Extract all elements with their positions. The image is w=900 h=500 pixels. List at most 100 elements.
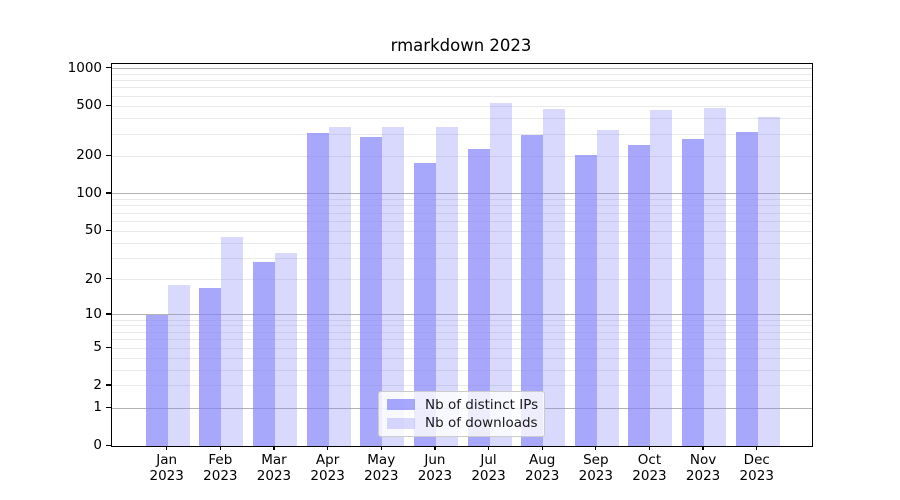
bar-downloads-feb [221,236,244,446]
plot-area [111,63,813,447]
x-tick-mark-jul [487,446,490,450]
legend: Nb of distinct IPs Nb of downloads [378,391,545,437]
legend-item-distinct-ips: Nb of distinct IPs [387,396,539,413]
x-tick-mark-oct [648,446,651,450]
x-tick-mark-dec [756,446,758,450]
y-gridline-minor-500 [112,105,812,107]
x-tick-mark-sep [595,446,597,450]
y-gridline-minor-3 [112,369,812,371]
y-tick-label-10: 10 [84,305,102,322]
chart-title: rmarkdown 2023 [390,36,532,55]
y-tick-label-5: 5 [93,339,102,356]
y-gridline-minor-6 [112,339,812,341]
bar-downloads-oct [650,109,673,446]
bar-downloads-jul [489,102,512,446]
bar-downloads-aug [543,108,566,446]
y-gridline-minor-8 [112,325,812,327]
x-tick-label-jun: Jun 2023 [417,452,453,484]
x-tick-label-jul: Jul 2023 [471,452,506,484]
y-tick-label-100: 100 [76,184,102,201]
bar-downloads-mar [274,253,297,446]
y-gridline-minor-5 [112,347,812,349]
y-gridline-minor-80 [112,205,812,207]
x-tick-label-sep: Sep 2023 [578,452,613,484]
bar-distinct-ips-nov [682,138,705,446]
legend-swatch-distinct-ips [387,399,415,411]
y-gridline-minor-50 [112,230,812,232]
y-gridline-major-10 [112,314,812,316]
y-tick-mark-1000 [106,67,111,69]
bar-distinct-ips-may [360,136,383,446]
legend-swatch-downloads [387,417,415,429]
y-tick-mark-0 [106,444,111,446]
x-tick-mark-may [380,446,382,450]
y-gridline-minor-70 [112,212,812,214]
y-tick-label-20: 20 [84,270,102,287]
y-tick-label-1000: 1000 [67,59,102,76]
y-tick-label-0: 0 [93,437,102,453]
bar-downloads-jun [435,127,458,446]
x-tick-label-jan: Jan 2023 [149,452,184,484]
legend-label-downloads: Nb of downloads [425,415,538,432]
y-gridline-minor-20 [112,279,812,281]
bar-downloads-apr [328,127,351,446]
x-tick-mark-feb [219,446,221,450]
x-tick-mark-apr [326,446,329,450]
y-tick-mark-200 [106,154,111,157]
y-gridline-major-1000 [112,68,812,69]
y-gridline-minor-2 [112,385,812,387]
bar-downloads-may [382,126,405,446]
bar-distinct-ips-jul [467,149,490,446]
x-tick-mark-nov [702,446,704,450]
bar-downloads-sep [596,129,619,446]
y-tick-label-2: 2 [93,376,102,393]
bar-downloads-nov [704,107,727,446]
y-gridline-minor-40 [112,242,812,244]
y-tick-mark-2 [106,384,111,386]
y-gridline-minor-300 [112,133,812,135]
x-tick-label-apr: Apr 2023 [310,452,345,484]
y-gridline-minor-90 [112,199,812,201]
y-gridline-minor-600 [112,95,812,97]
x-tick-label-may: May 2023 [364,452,399,484]
x-tick-label-oct: Oct 2023 [632,452,667,484]
bar-downloads-jan [167,285,190,446]
y-gridline-minor-7 [112,331,812,333]
y-gridline-minor-9 [112,319,812,321]
y-tick-mark-20 [106,278,111,280]
y-gridline-minor-700 [112,87,812,89]
bar-distinct-ips-oct [628,144,651,446]
bar-distinct-ips-mar [252,262,275,446]
y-tick-mark-1 [106,406,111,408]
bar-distinct-ips-jan [145,314,168,446]
x-tick-mark-jan [166,446,168,450]
bar-distinct-ips-sep [574,155,597,446]
bar-downloads-dec [757,117,780,446]
y-gridline-minor-800 [112,80,812,82]
x-tick-label-mar: Mar 2023 [256,452,292,484]
y-gridline-minor-4 [112,357,812,359]
x-tick-label-dec: Dec 2023 [739,452,774,484]
bar-distinct-ips-aug [521,135,544,446]
y-tick-label-500: 500 [76,97,102,114]
bar-distinct-ips-jun [413,163,436,446]
y-tick-mark-500 [106,104,111,107]
y-tick-label-200: 200 [76,147,102,164]
bar-distinct-ips-apr [306,132,329,446]
x-tick-mark-jun [434,446,436,450]
bar-distinct-ips-feb [199,288,222,446]
y-tick-mark-50 [106,229,111,231]
y-tick-label-50: 50 [84,222,102,239]
y-gridline-minor-200 [112,155,812,157]
legend-label-distinct-ips: Nb of distinct IPs [425,396,539,413]
x-tick-label-nov: Nov 2023 [685,452,721,484]
y-gridline-minor-900 [112,73,812,75]
y-tick-mark-5 [106,346,111,348]
y-tick-mark-10 [106,313,111,315]
y-tick-mark-100 [106,192,111,194]
y-gridline-minor-30 [112,257,812,259]
x-tick-label-aug: Aug 2023 [524,452,560,484]
x-tick-label-feb: Feb 2023 [203,452,238,484]
y-gridline-minor-400 [112,117,812,119]
